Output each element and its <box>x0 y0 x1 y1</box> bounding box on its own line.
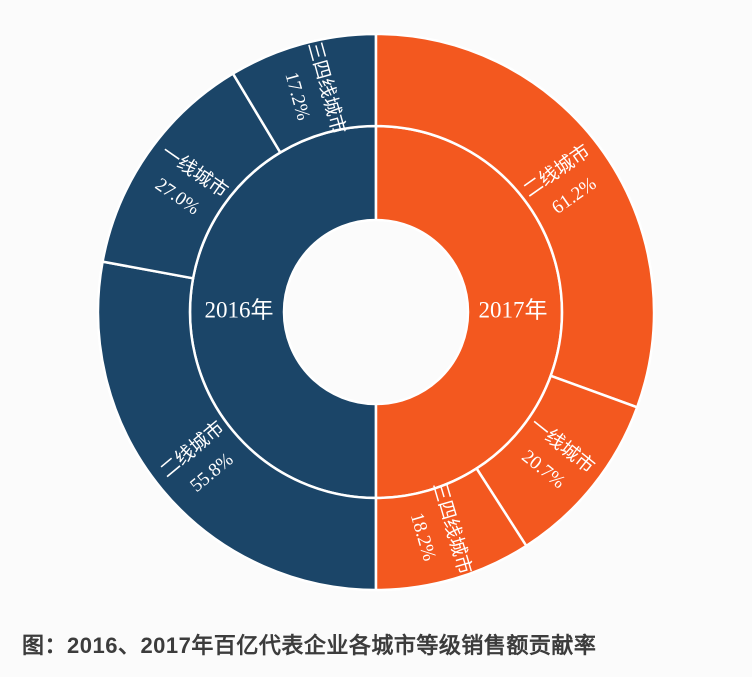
year-label-2017: 2017年 <box>479 297 548 322</box>
chart-caption: 图：2016、2017年百亿代表企业各城市等级销售额贡献率 <box>22 633 597 658</box>
segment-2017-tier2 <box>374 32 656 409</box>
segment-2017-tier34 <box>374 467 528 592</box>
year-label-2016: 2016年 <box>205 297 274 322</box>
segment-2016-tier2 <box>96 260 378 592</box>
donut-chart-svg: 2016年二线城市55.8%一线城市27.0%三四线城市17.2%2017年二线… <box>96 32 656 592</box>
